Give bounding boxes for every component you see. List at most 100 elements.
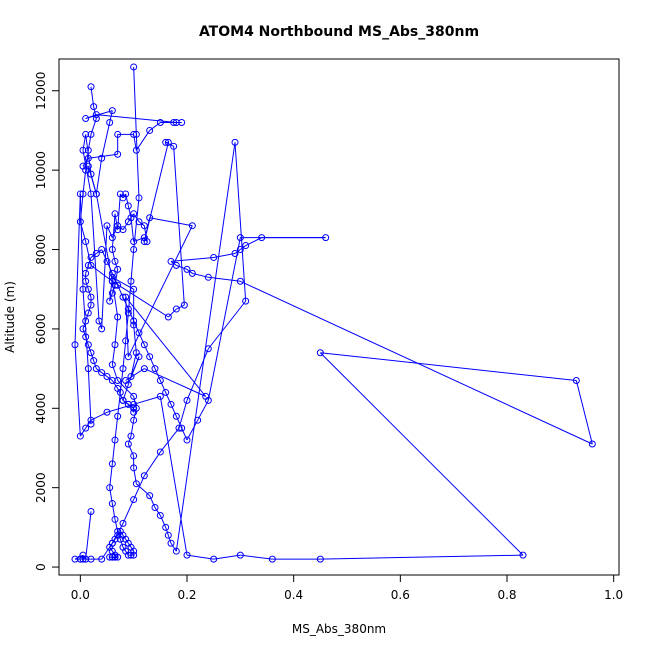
series-line-segment	[207, 300, 247, 350]
data-point	[108, 553, 116, 561]
series-line-segment	[234, 142, 247, 302]
series-line-segment	[117, 392, 121, 417]
data-point	[106, 484, 114, 492]
data-point	[156, 377, 164, 385]
data-point	[87, 170, 95, 178]
data-point	[108, 377, 116, 385]
series-line-segment	[127, 205, 132, 218]
series-line-segment	[149, 217, 193, 227]
series-line-segment	[127, 225, 193, 357]
data-point	[95, 317, 103, 325]
data-point	[92, 249, 100, 257]
data-point	[106, 119, 114, 127]
data-point	[183, 396, 191, 404]
x-tick-label: 1.0	[604, 588, 623, 602]
data-point	[130, 317, 138, 325]
y-tick-label: 4000	[34, 393, 48, 424]
series-line-segment	[138, 332, 145, 345]
data-point	[122, 293, 130, 301]
series-line-segment	[133, 213, 140, 223]
data-point	[135, 353, 143, 361]
data-point	[87, 420, 95, 428]
data-point	[124, 440, 132, 448]
series-line-segment	[133, 408, 137, 421]
data-point	[84, 309, 92, 317]
y-tick-label: 2000	[34, 472, 48, 503]
y-tick-label: 10000	[34, 151, 48, 189]
data-point	[71, 555, 79, 563]
series-line-segment	[112, 280, 169, 318]
data-point	[92, 115, 100, 123]
data-point	[90, 357, 98, 365]
data-point	[130, 452, 138, 460]
data-point	[114, 265, 122, 273]
series-line-segment	[133, 237, 145, 243]
y-tick-label: 0	[34, 563, 48, 571]
series-line-segment	[213, 554, 241, 560]
series-line-segment	[82, 150, 92, 195]
data-point	[164, 313, 172, 321]
series-line-segment	[154, 368, 161, 381]
series-line-segment	[173, 146, 185, 306]
data-point	[151, 365, 159, 373]
series-line-segment	[111, 281, 119, 318]
series-line-segment	[122, 340, 127, 369]
data-point	[188, 269, 196, 277]
series-line-segment	[85, 134, 92, 175]
data-point	[103, 373, 111, 381]
data-point	[119, 226, 127, 234]
data-point	[82, 238, 90, 246]
data-point	[180, 301, 188, 309]
data-series	[71, 63, 596, 563]
data-point	[111, 515, 119, 523]
data-point	[130, 321, 138, 329]
data-point	[140, 234, 148, 242]
series-line-segment	[130, 352, 137, 377]
x-tick-label: 0.6	[391, 588, 410, 602]
series-line-segment	[87, 304, 92, 314]
data-point	[124, 309, 132, 317]
data-point	[82, 277, 90, 285]
data-point	[114, 130, 122, 138]
series-line-segment	[101, 225, 108, 329]
series-line-segment	[90, 352, 95, 361]
data-point	[146, 126, 154, 134]
plot-frame	[58, 58, 620, 576]
data-point	[172, 547, 180, 555]
series-line-segment	[111, 213, 116, 250]
series-line-segment	[159, 427, 180, 453]
series-line-segment	[144, 368, 206, 397]
data-point	[98, 325, 106, 333]
data-point	[119, 365, 127, 373]
series-line-segment	[186, 348, 209, 401]
series-line-segment	[109, 542, 113, 548]
series-line-segment	[125, 538, 129, 544]
data-point	[204, 396, 212, 404]
data-point	[167, 257, 175, 265]
series-line-segment	[135, 130, 151, 151]
series-line-segment	[197, 400, 209, 421]
series-line-segment	[186, 554, 214, 560]
data-point	[183, 436, 191, 444]
data-point	[114, 553, 122, 561]
series-line-segment	[149, 122, 161, 131]
data-point	[106, 297, 114, 305]
data-point	[108, 500, 116, 508]
data-point	[108, 273, 116, 281]
data-point	[132, 404, 140, 412]
series-line-segment	[135, 134, 140, 198]
data-point	[119, 396, 127, 404]
data-point	[156, 119, 164, 127]
data-point	[140, 472, 148, 480]
x-axis-label: MS_Abs_380nm	[292, 622, 386, 636]
data-point	[172, 261, 180, 269]
series-line-segment	[114, 416, 119, 441]
series-line-segment	[85, 312, 89, 322]
data-point	[127, 214, 135, 222]
data-point	[71, 341, 79, 349]
series-line-segment	[207, 237, 241, 401]
data-point	[76, 432, 84, 440]
series-line-segment	[122, 535, 127, 540]
data-point	[268, 555, 276, 563]
series-line-segment	[125, 296, 207, 397]
